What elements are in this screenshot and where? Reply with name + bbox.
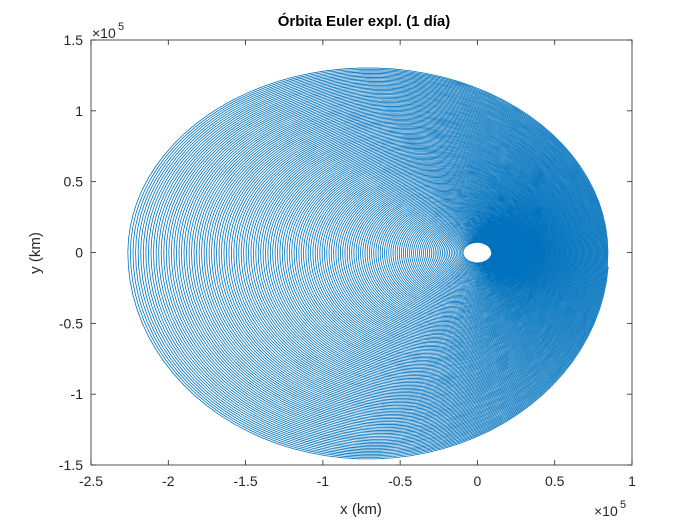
- y-tick-label: 0: [75, 245, 83, 261]
- y-exponent-base: ×10: [92, 25, 116, 41]
- x-tick-label: -2: [162, 473, 175, 489]
- x-exponent: ×10 5: [594, 499, 626, 519]
- y-tick-label: 0.5: [64, 174, 84, 190]
- x-tick-label: 1: [628, 473, 636, 489]
- orbit-series-line: [127, 67, 609, 460]
- y-exponent-power: 5: [118, 21, 124, 33]
- y-tick-label: -0.5: [59, 315, 83, 331]
- y-axis-ticks: -1.5 -1 -0.5 0 0.5 1 1.5: [59, 32, 632, 473]
- x-tick-label: -1.5: [234, 473, 258, 489]
- y-axis-label: y (km): [27, 232, 44, 274]
- x-tick-label: 0.5: [545, 473, 565, 489]
- x-tick-label: 0: [474, 473, 482, 489]
- x-exponent-power: 5: [620, 499, 626, 511]
- y-tick-label: 1: [75, 103, 83, 119]
- x-tick-label: -1: [317, 473, 330, 489]
- x-axis-ticks: -2.5 -2 -1.5 -1 -0.5 0 0.5 1: [79, 40, 636, 489]
- y-tick-label: -1.5: [59, 457, 83, 473]
- x-exponent-base: ×10: [594, 503, 618, 519]
- x-tick-label: -0.5: [388, 473, 412, 489]
- plot-area: [127, 67, 609, 460]
- y-tick-label: 1.5: [64, 32, 84, 48]
- y-exponent: ×10 5: [92, 21, 124, 41]
- x-axis-label: x (km): [340, 501, 382, 518]
- x-tick-label: -2.5: [79, 473, 103, 489]
- chart-title: Órbita Euler expl. (1 día): [278, 12, 451, 30]
- y-tick-label: -1: [71, 386, 84, 402]
